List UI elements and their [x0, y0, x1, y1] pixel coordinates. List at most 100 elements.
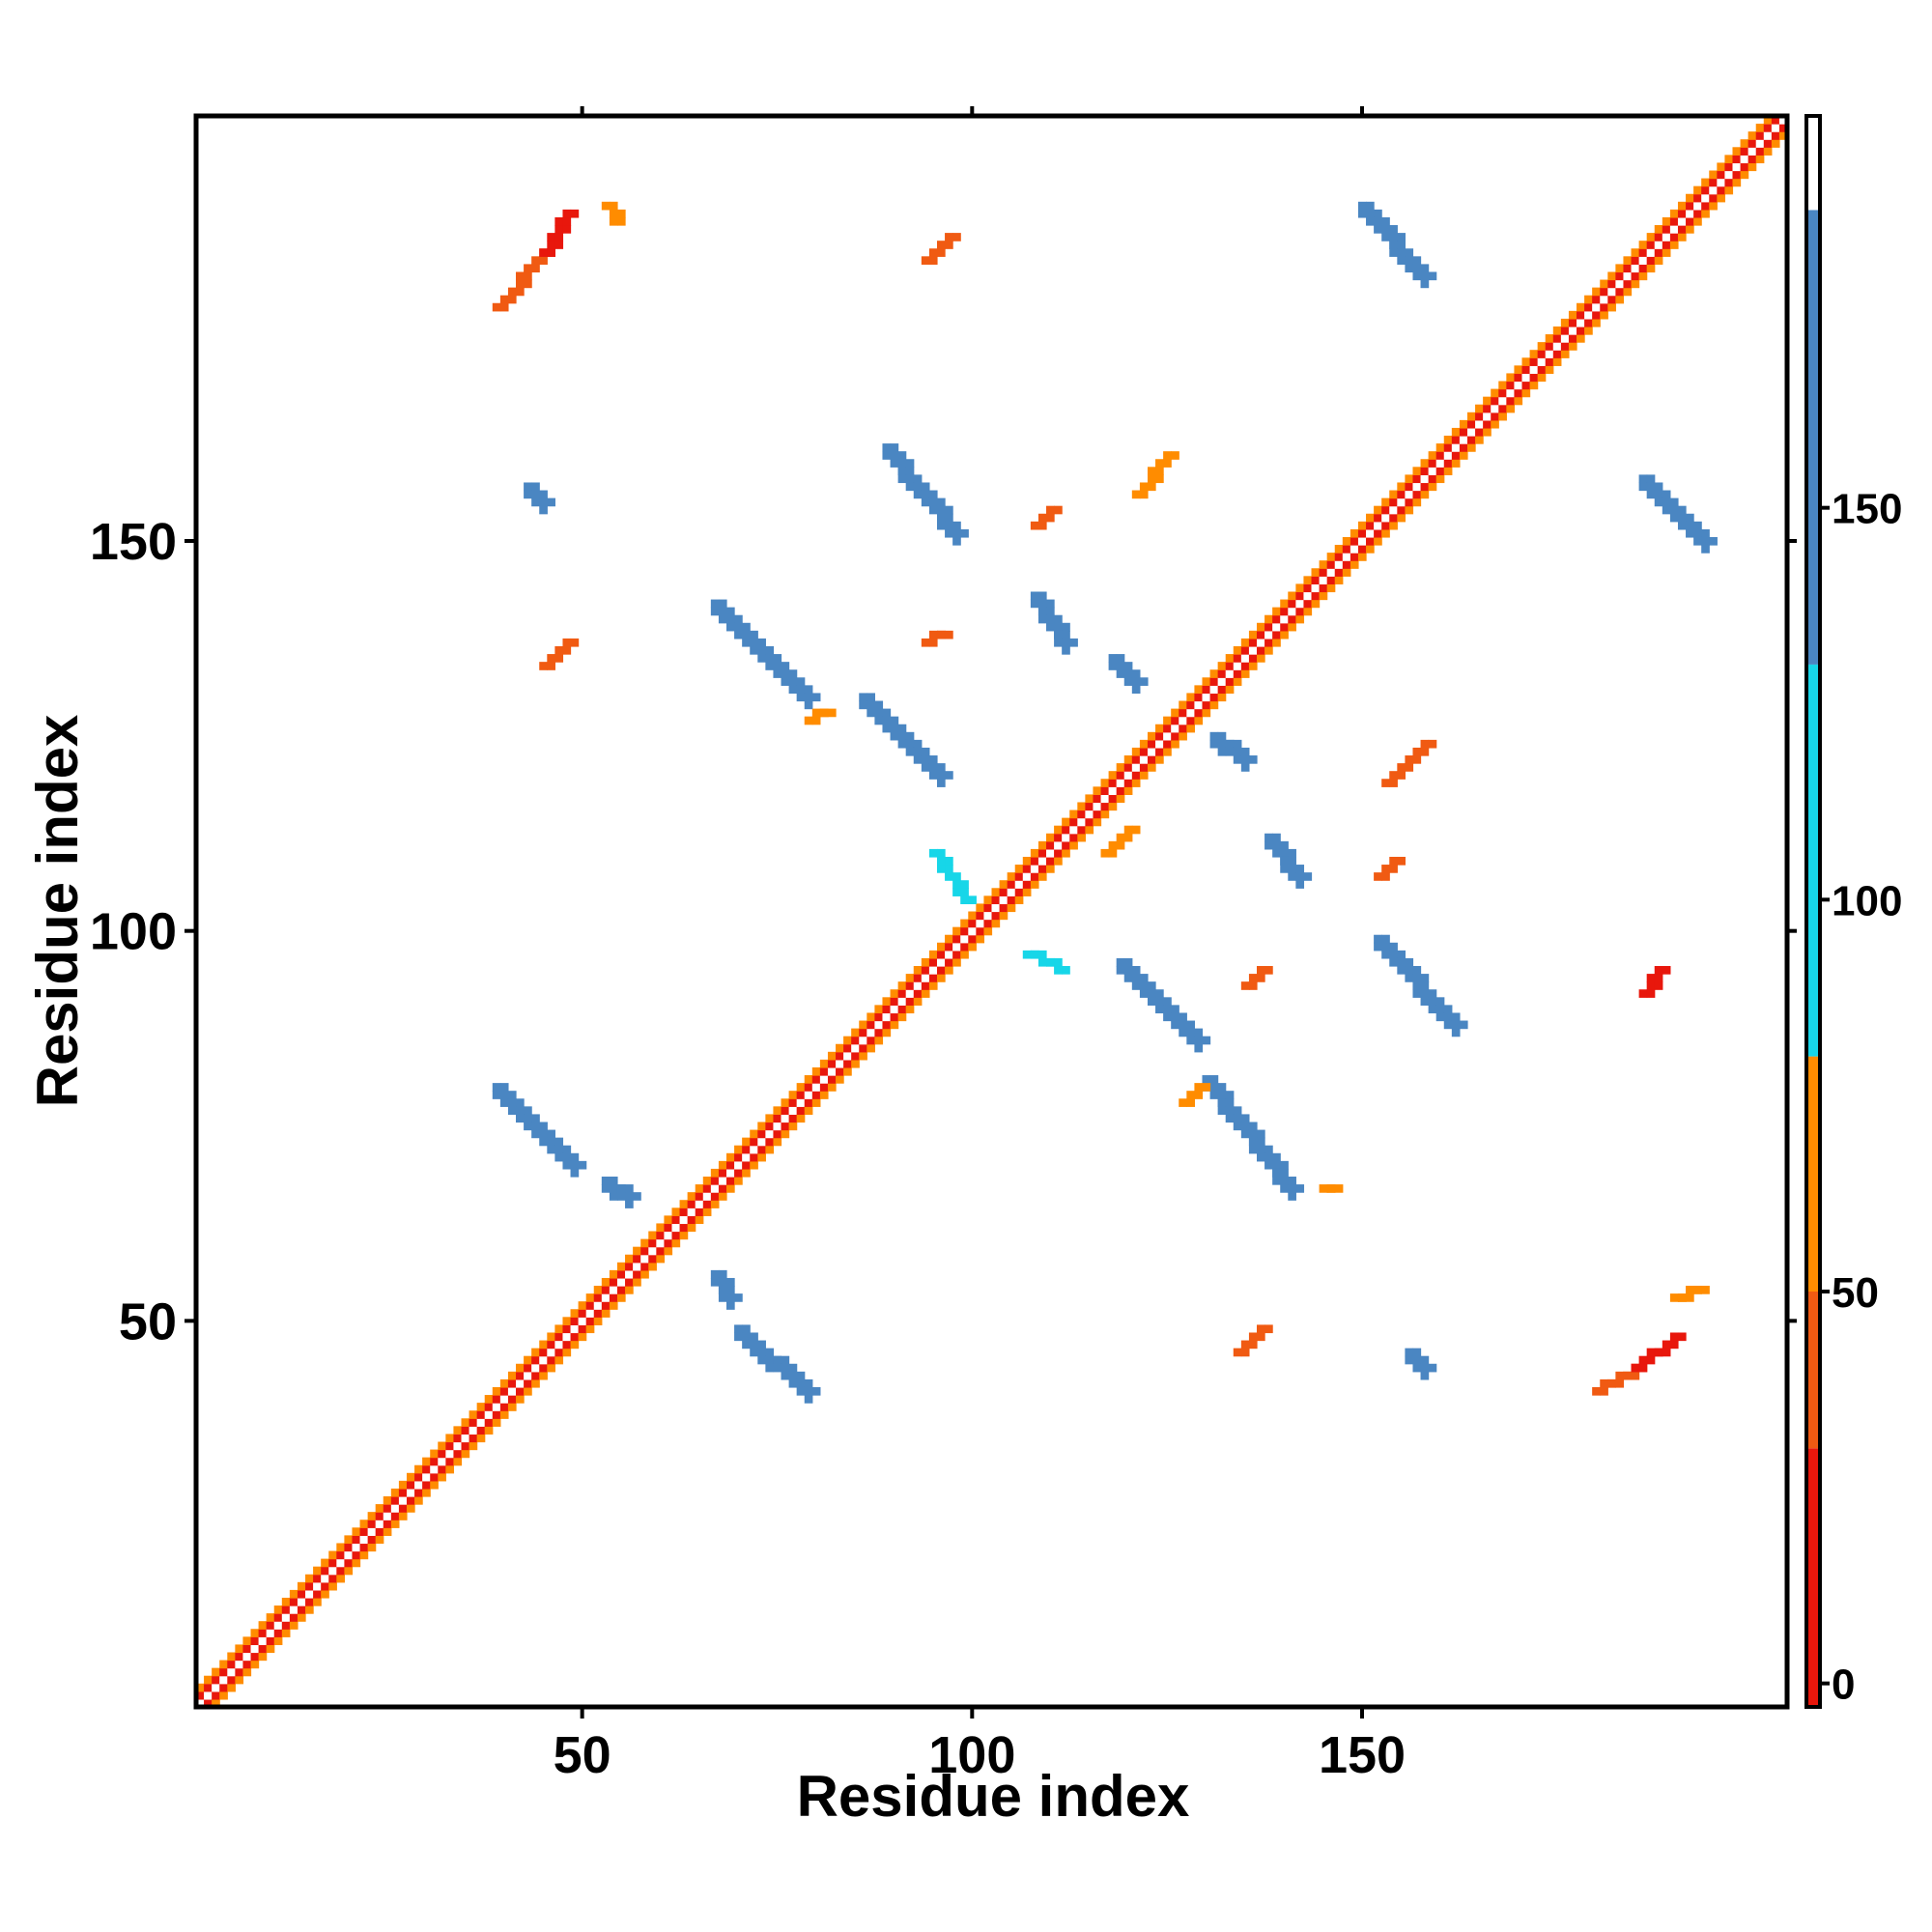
contact-cell	[562, 646, 572, 655]
diagonal-cell	[1046, 856, 1055, 866]
diagonal-cell	[1514, 365, 1523, 375]
contact-cell	[1428, 1363, 1437, 1373]
diagonal-cell	[936, 950, 946, 959]
diagonal-cell	[1662, 233, 1671, 242]
diagonal-cell	[1217, 662, 1227, 670]
diagonal-cell	[1693, 193, 1702, 203]
diagonal-cell	[1669, 225, 1679, 234]
contact-cell	[1686, 521, 1694, 530]
diagonal-cell	[1062, 840, 1070, 850]
diagonal-cell	[1724, 178, 1734, 187]
diagonal-cell	[1514, 373, 1523, 383]
contact-cell	[1389, 241, 1398, 249]
contact-cell	[1123, 974, 1133, 982]
contact-cell	[1108, 654, 1118, 663]
diagonal-cell	[1319, 576, 1328, 585]
contact-cell	[1240, 763, 1250, 772]
contact-cell	[1264, 1152, 1273, 1162]
diagonal-cell	[1506, 396, 1516, 406]
diagonal-cell	[219, 1675, 228, 1685]
diagonal-cell	[890, 1012, 899, 1022]
diagonal-cell	[1209, 685, 1219, 695]
diagonal-cell	[1093, 817, 1102, 827]
contact-cell	[1123, 957, 1133, 967]
diagonal-cell	[788, 1091, 798, 1099]
diagonal-cell	[750, 1145, 758, 1154]
diagonal-cell	[461, 1434, 470, 1443]
diagonal-cell	[742, 1160, 751, 1170]
diagonal-cell	[702, 1200, 712, 1208]
diagonal-cell	[1623, 264, 1633, 273]
diagonal-cell	[1592, 295, 1601, 304]
diagonal-cell	[406, 1496, 415, 1505]
contact-cell	[936, 848, 946, 858]
diagonal-cell	[1062, 825, 1070, 835]
diagonal-cell	[469, 1410, 478, 1419]
diagonal-cell	[492, 1395, 501, 1404]
diagonal-cell	[531, 1363, 540, 1373]
contact-cell	[1397, 241, 1406, 249]
contact-cell	[1701, 545, 1710, 554]
contact-cell	[1194, 1043, 1204, 1053]
diagonal-cell	[1732, 162, 1742, 172]
diagonal-cell	[593, 1293, 603, 1302]
contact-cell	[773, 654, 782, 663]
diagonal-cell	[1443, 436, 1453, 444]
diagonal-cell	[1295, 591, 1305, 601]
contact-cell	[1389, 248, 1398, 257]
contact-cell	[547, 654, 555, 663]
contact-cell	[1139, 482, 1149, 492]
diagonal-cell	[1233, 669, 1242, 678]
contact-cell	[1147, 474, 1156, 484]
diagonal-cell	[1037, 848, 1047, 858]
diagonal-cell	[1139, 747, 1149, 756]
diagonal-cell	[1483, 427, 1492, 437]
contact-cell	[1155, 1005, 1164, 1014]
contact-cell	[1288, 1177, 1296, 1185]
contact-cell	[1428, 997, 1437, 1006]
diagonal-cell	[936, 974, 946, 982]
diagonal-cell	[336, 1550, 345, 1560]
diagonal-cell	[819, 1083, 829, 1092]
diagonal-cell	[578, 1301, 587, 1310]
diagonal-cell	[1717, 162, 1726, 172]
contact-cell	[928, 771, 938, 780]
diagonal-cell	[1686, 193, 1694, 203]
diagonal-cell	[742, 1137, 751, 1147]
diagonal-cell	[1037, 872, 1047, 881]
diagonal-cell	[859, 1020, 867, 1030]
diagonal-cell	[1763, 124, 1773, 132]
contact-cell	[1217, 1083, 1227, 1092]
contact-cell	[531, 1122, 540, 1131]
diagonal-cell	[313, 1597, 322, 1606]
contact-cell	[1451, 1028, 1461, 1037]
diagonal-cell	[1217, 669, 1227, 678]
y-tick-label: 100	[90, 903, 177, 961]
diagonal-cell	[336, 1543, 345, 1552]
diagonal-cell	[765, 1145, 775, 1154]
diagonal-cell	[593, 1286, 603, 1294]
diagonal-cell	[313, 1566, 322, 1576]
diagonal-cell	[212, 1675, 220, 1685]
diagonal-cell	[422, 1480, 431, 1490]
contact-cell	[1248, 1137, 1258, 1147]
contact-cell	[1116, 654, 1125, 663]
contact-cell	[1257, 1137, 1265, 1147]
diagonal-cell	[726, 1168, 735, 1178]
contact-cell	[609, 1192, 618, 1201]
diagonal-cell	[718, 1177, 727, 1185]
diagonal-cell	[1592, 318, 1601, 327]
contact-cell	[1412, 989, 1422, 998]
diagonal-cell	[1638, 256, 1648, 265]
diagonal-cell	[305, 1581, 314, 1591]
diagonal-cell	[1046, 833, 1055, 842]
diagonal-cell	[422, 1464, 431, 1474]
contact-cell	[897, 739, 907, 749]
diagonal-cell	[1342, 560, 1351, 569]
contact-cell	[1662, 505, 1671, 515]
contact-cell	[1037, 521, 1047, 530]
diagonal-cell	[531, 1371, 540, 1380]
diagonal-cell	[1709, 185, 1718, 195]
diagonal-cell	[469, 1434, 478, 1443]
